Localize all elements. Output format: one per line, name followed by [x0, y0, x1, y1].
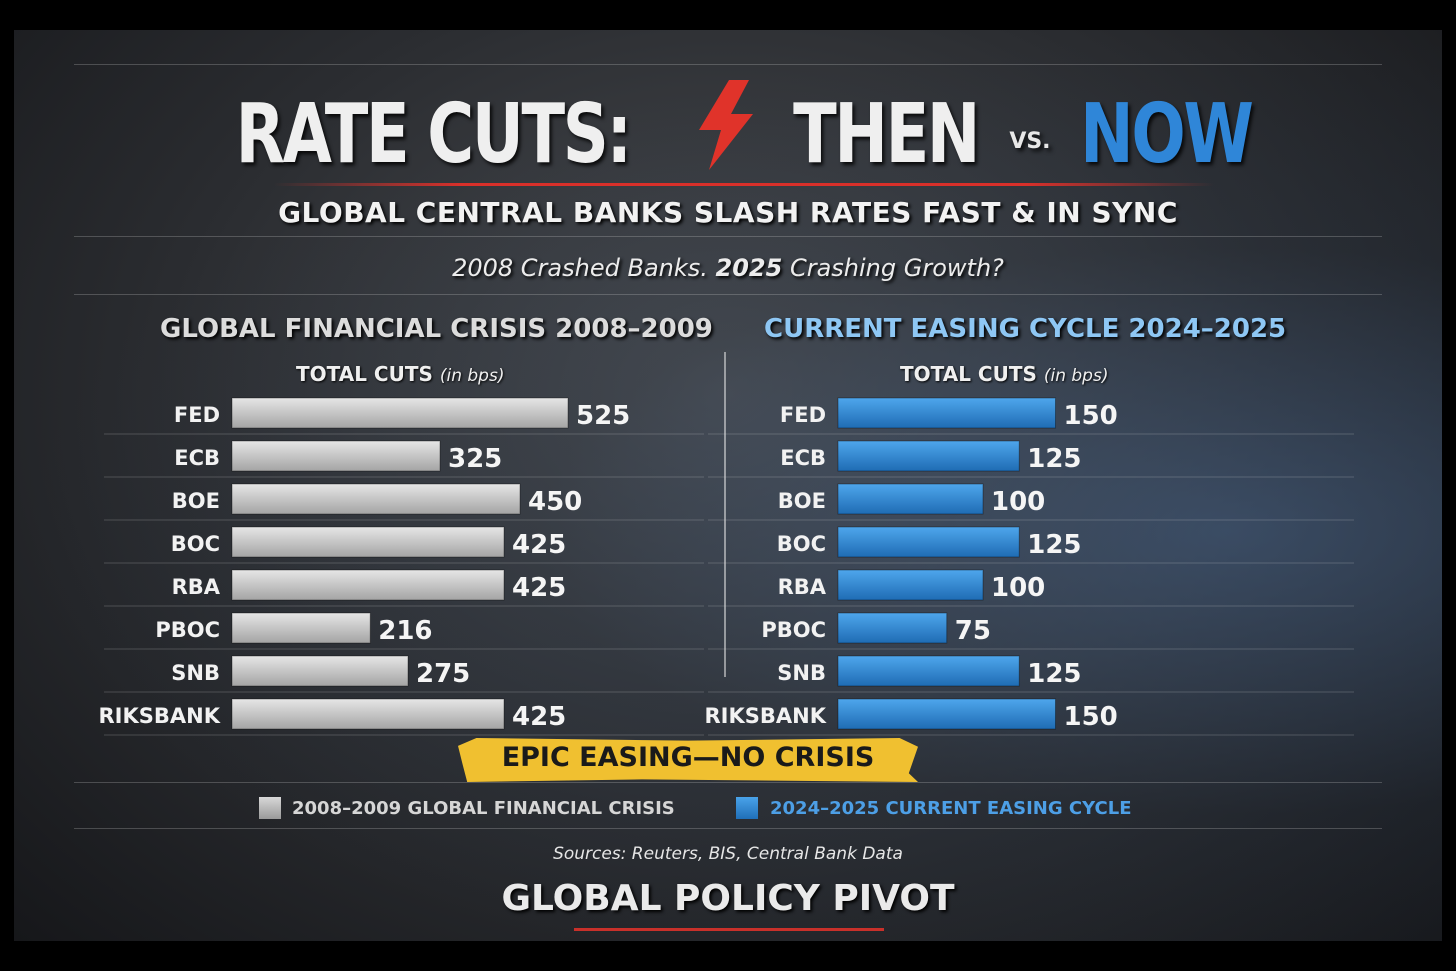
value-label: 125 — [1027, 530, 1081, 560]
bank-label: PBOC — [761, 618, 826, 642]
value-label: 425 — [512, 702, 566, 732]
panel-divider — [724, 352, 726, 677]
unit-label-current: TOTAL CUTS (in bps) — [900, 362, 1108, 386]
bar-charts: FED 525 ECB 325 BOE 450 BOC 425 RBA 425 PBOC 216 SNB… — [99, 397, 1354, 736]
title-vs: VS. — [1009, 129, 1051, 154]
bank-label: PBOC — [155, 618, 220, 642]
bank-label: ECB — [174, 446, 220, 470]
bank-label: RIKSBANK — [705, 704, 827, 728]
value-label: 450 — [528, 487, 582, 517]
bank-label: BOC — [777, 532, 826, 556]
bar — [231, 655, 409, 687]
bank-label: RBA — [778, 575, 827, 599]
bar — [231, 483, 521, 515]
value-label: 125 — [1027, 659, 1081, 689]
tagline-part-a: 2008 Crashed Banks. — [452, 254, 708, 282]
panel-title-current: CURRENT EASING CYCLE 2024–2025 — [764, 314, 1287, 344]
value-label: 425 — [512, 530, 566, 560]
bar — [231, 698, 505, 730]
value-label: 325 — [448, 444, 502, 474]
bar — [231, 569, 505, 601]
bar — [231, 526, 505, 558]
bank-label: FED — [174, 403, 220, 427]
value-label: 425 — [512, 573, 566, 603]
bar — [837, 440, 1020, 472]
legend-swatch-gfc — [259, 797, 281, 819]
title-then: THEN — [792, 87, 980, 182]
value-label: 150 — [1064, 702, 1118, 732]
divider-line — [74, 236, 1382, 237]
bank-label: RBA — [172, 575, 221, 599]
unit-label-text: TOTAL CUTS — [296, 362, 433, 386]
divider-line — [74, 782, 1382, 783]
bar — [837, 526, 1020, 558]
bank-label: ECB — [780, 446, 826, 470]
value-label: 100 — [991, 487, 1045, 517]
bar — [231, 397, 569, 429]
bank-label: FED — [780, 403, 826, 427]
value-label: 275 — [416, 659, 470, 689]
bar — [231, 612, 371, 644]
title-now: NOW — [1080, 87, 1254, 182]
value-label: 150 — [1064, 401, 1118, 431]
bar — [837, 569, 984, 601]
footer-underline — [574, 928, 884, 931]
tagline: 2008 Crashed Banks. 2025 Crashing Growth… — [14, 254, 1442, 282]
title-underline — [274, 183, 1214, 186]
infographic-frame: RATE CUTS: THEN VS. NOW GLOBAL CENTRAL B… — [14, 30, 1442, 941]
legend-label-gfc: 2008–2009 GLOBAL FINANCIAL CRISIS — [292, 798, 675, 819]
bar — [231, 440, 441, 472]
bar — [837, 612, 948, 644]
bank-label: BOE — [778, 489, 826, 513]
panel-title-gfc: GLOBAL FINANCIAL CRISIS 2008–2009 — [160, 314, 713, 344]
bank-label: SNB — [777, 661, 826, 685]
title-rate-cuts: RATE CUTS: — [235, 87, 632, 182]
value-label: 216 — [378, 616, 432, 646]
bar — [837, 698, 1056, 730]
value-label: 525 — [576, 401, 630, 431]
bank-label: RIKSBANK — [99, 704, 221, 728]
tagline-part-b: 2025 — [715, 254, 783, 282]
value-label: 75 — [955, 616, 991, 646]
bar — [837, 397, 1056, 429]
unit-label-gfc: TOTAL CUTS (in bps) — [296, 362, 504, 386]
value-label: 100 — [991, 573, 1045, 603]
tagline-part-c: Crashing Growth? — [789, 254, 1004, 282]
footer-title: GLOBAL POLICY PIVOT — [501, 878, 955, 919]
bank-label: BOE — [172, 489, 220, 513]
legend-label-current: 2024–2025 CURRENT EASING CYCLE — [770, 798, 1132, 819]
divider-line — [74, 294, 1382, 295]
bank-label: SNB — [171, 661, 220, 685]
sources-note: Sources: Reuters, BIS, Central Bank Data — [553, 844, 903, 864]
value-label: 125 — [1027, 444, 1081, 474]
subtitle: GLOBAL CENTRAL BANKS SLASH RATES FAST & … — [278, 196, 1178, 229]
unit-label-text: TOTAL CUTS — [900, 362, 1037, 386]
legend-swatch-current — [736, 797, 758, 819]
lightning-bolt-icon — [691, 80, 761, 174]
bar — [837, 483, 984, 515]
bank-label: BOC — [171, 532, 220, 556]
divider-line — [74, 828, 1382, 829]
bar — [837, 655, 1020, 687]
page-title: RATE CUTS: THEN VS. NOW — [14, 80, 1442, 182]
banner-text: EPIC EASING—NO CRISIS — [501, 742, 875, 773]
unit-note: (in bps) — [439, 366, 505, 386]
divider-line — [74, 64, 1382, 65]
unit-note: (in bps) — [1043, 366, 1109, 386]
epic-easing-banner — [458, 738, 918, 782]
